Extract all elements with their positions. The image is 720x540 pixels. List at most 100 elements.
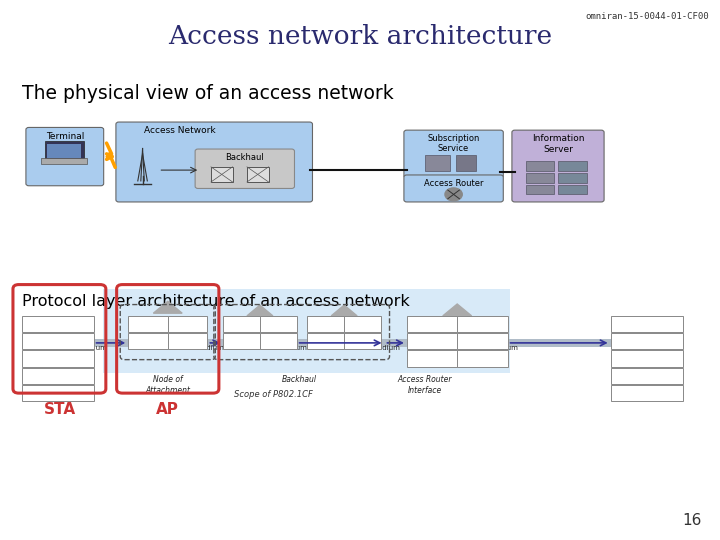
Text: Backhaul: Backhaul: [225, 153, 264, 162]
Text: Physical: Physical: [40, 389, 75, 397]
Bar: [103, 289, 510, 373]
Bar: [526, 161, 554, 171]
Bar: [168, 316, 207, 332]
Bar: [22, 368, 94, 384]
Text: DL: DL: [273, 320, 284, 328]
Text: The physical view of an access network: The physical view of an access network: [22, 84, 393, 103]
Bar: [307, 316, 344, 332]
Text: Phy: Phy: [355, 337, 370, 346]
FancyBboxPatch shape: [195, 149, 294, 188]
Polygon shape: [153, 301, 182, 313]
Text: Node of
Attachment: Node of Attachment: [145, 375, 190, 395]
Bar: [456, 155, 476, 171]
Text: Network: Network: [40, 354, 75, 363]
Bar: [22, 350, 94, 367]
Text: Data Link: Data Link: [37, 372, 78, 380]
Bar: [41, 158, 87, 164]
Text: Application: Application: [34, 320, 81, 328]
Text: Phy: Phy: [318, 337, 333, 346]
Polygon shape: [331, 305, 357, 316]
Bar: [558, 185, 587, 194]
Text: Phy: Phy: [271, 337, 286, 346]
Text: STA: STA: [44, 402, 76, 417]
Text: Physical: Physical: [629, 389, 664, 397]
Bar: [223, 316, 260, 332]
Bar: [260, 333, 297, 349]
Bar: [22, 385, 94, 401]
Text: Protocol layer architecture of an access network: Protocol layer architecture of an access…: [22, 294, 410, 309]
Text: DL: DL: [357, 320, 368, 328]
FancyBboxPatch shape: [26, 127, 104, 186]
Bar: [128, 316, 168, 332]
Text: Phy: Phy: [180, 337, 195, 346]
Text: Information
Server: Information Server: [532, 134, 584, 154]
Bar: [526, 185, 554, 194]
Bar: [611, 333, 683, 349]
Text: DL: DL: [182, 320, 193, 328]
Bar: [45, 141, 84, 159]
Bar: [611, 316, 683, 332]
Text: DL: DL: [236, 320, 247, 328]
Bar: [611, 350, 683, 367]
Text: Medium: Medium: [490, 345, 518, 350]
Text: Network: Network: [629, 354, 664, 363]
FancyBboxPatch shape: [404, 175, 503, 202]
Text: DL: DL: [320, 320, 331, 328]
Text: Access Router
Interface: Access Router Interface: [397, 375, 452, 395]
Bar: [611, 385, 683, 401]
Text: Medium: Medium: [280, 345, 307, 350]
Bar: [247, 167, 269, 182]
FancyBboxPatch shape: [404, 130, 503, 178]
Text: Medium: Medium: [373, 345, 400, 350]
Bar: [128, 333, 168, 349]
Bar: [526, 173, 554, 183]
Text: Access Router: Access Router: [424, 179, 483, 188]
Bar: [22, 333, 94, 349]
Text: Transport: Transport: [38, 337, 77, 346]
Text: Medium: Medium: [197, 345, 224, 350]
Bar: [558, 161, 587, 171]
Bar: [307, 333, 344, 349]
Polygon shape: [443, 304, 472, 316]
Polygon shape: [247, 305, 273, 316]
Text: Access network architecture: Access network architecture: [168, 24, 552, 49]
Text: Medium: Medium: [80, 345, 107, 350]
Text: Phy: Phy: [425, 354, 439, 363]
Bar: [407, 350, 457, 367]
Bar: [168, 333, 207, 349]
Text: Phy: Phy: [140, 337, 156, 346]
Text: AP: AP: [156, 402, 179, 417]
Text: Network: Network: [467, 320, 498, 328]
Text: omniran-15-0044-01-CF00: omniran-15-0044-01-CF00: [585, 12, 709, 21]
Bar: [47, 144, 81, 158]
Bar: [22, 316, 94, 332]
Text: Terminal: Terminal: [45, 132, 84, 141]
Text: DL: DL: [427, 337, 437, 346]
Bar: [558, 173, 587, 183]
Text: Backhaul: Backhaul: [282, 375, 316, 384]
Text: Subscription
Service: Subscription Service: [428, 134, 480, 153]
Bar: [407, 333, 457, 349]
Text: Network: Network: [416, 320, 448, 328]
Text: 16: 16: [683, 513, 702, 528]
FancyBboxPatch shape: [116, 122, 312, 202]
Bar: [457, 333, 508, 349]
Bar: [260, 316, 297, 332]
Text: Access Network: Access Network: [144, 126, 216, 136]
Text: Terminal
Interface: Terminal Interface: [42, 375, 77, 395]
Bar: [611, 368, 683, 384]
Bar: [425, 155, 450, 171]
Text: Scope of P802.1CF: Scope of P802.1CF: [234, 390, 313, 399]
Text: Phy: Phy: [475, 354, 490, 363]
FancyBboxPatch shape: [512, 130, 604, 202]
Bar: [457, 316, 508, 332]
Bar: [223, 333, 260, 349]
Bar: [457, 350, 508, 367]
Circle shape: [445, 188, 462, 201]
Bar: [407, 316, 457, 332]
Text: Application: Application: [623, 320, 670, 328]
Text: DL: DL: [143, 320, 153, 328]
Bar: [211, 167, 233, 182]
Bar: [344, 333, 381, 349]
Text: DL: DL: [477, 337, 487, 346]
